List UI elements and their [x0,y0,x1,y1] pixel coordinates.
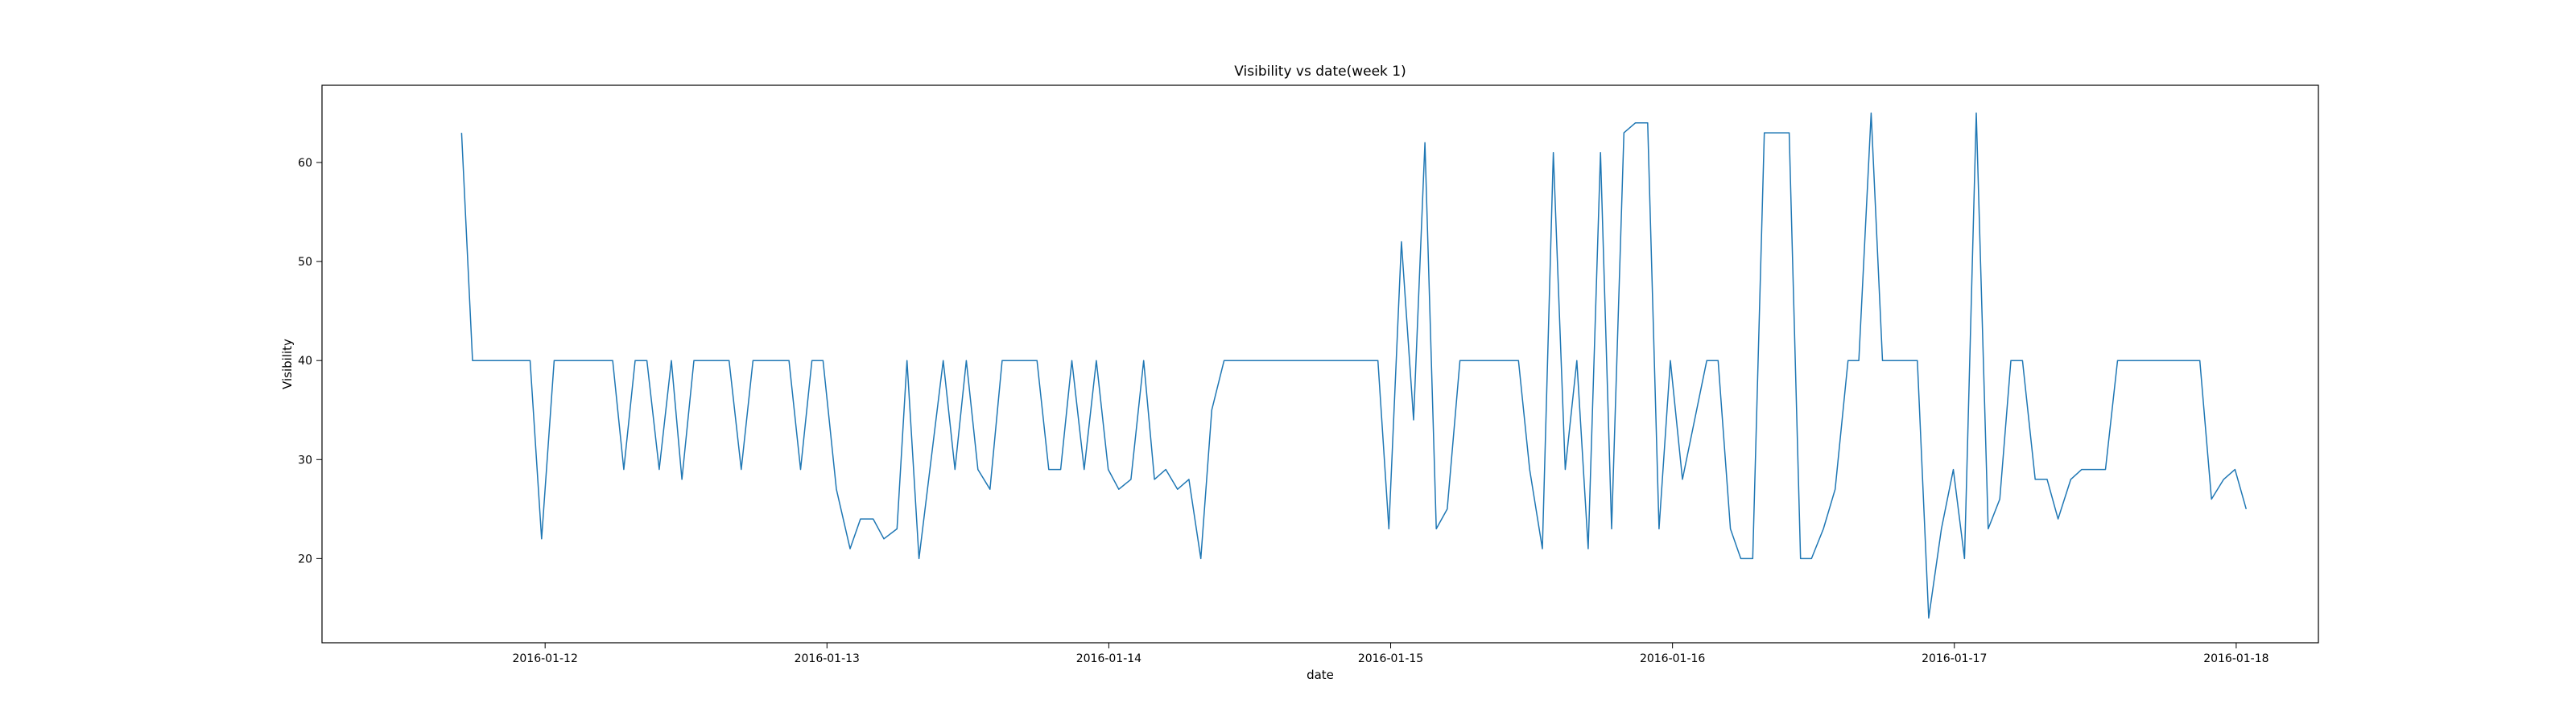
chart-title: Visibility vs date(week 1) [1234,64,1406,80]
x-tick-label: 2016-01-13 [795,652,860,665]
x-tick-label: 2016-01-16 [1640,652,1705,665]
y-tick-label: 60 [298,157,312,170]
plot-area [321,84,2319,644]
x-tick-label: 2016-01-14 [1076,652,1141,665]
y-tick-label: 40 [298,355,312,368]
y-tick-label: 30 [298,454,312,467]
series-line [460,112,2248,619]
x-axis: 2016-01-12 2016-01-13 2016-01-14 2016-01-15… [512,643,2269,665]
x-tick-label: 2016-01-17 [1922,652,1987,665]
x-axis-label: date [1307,668,1334,682]
x-tick-label: 2016-01-15 [1358,652,1423,665]
x-tick-label: 2016-01-18 [2203,652,2268,665]
data-points [460,112,2248,619]
y-axis: 20 30 40 50 60 [298,157,322,566]
x-tick-label: 2016-01-12 [512,652,577,665]
y-tick-label: 20 [298,553,312,566]
y-axis-label: Visibility [280,339,295,389]
y-tick-label: 50 [298,256,312,269]
